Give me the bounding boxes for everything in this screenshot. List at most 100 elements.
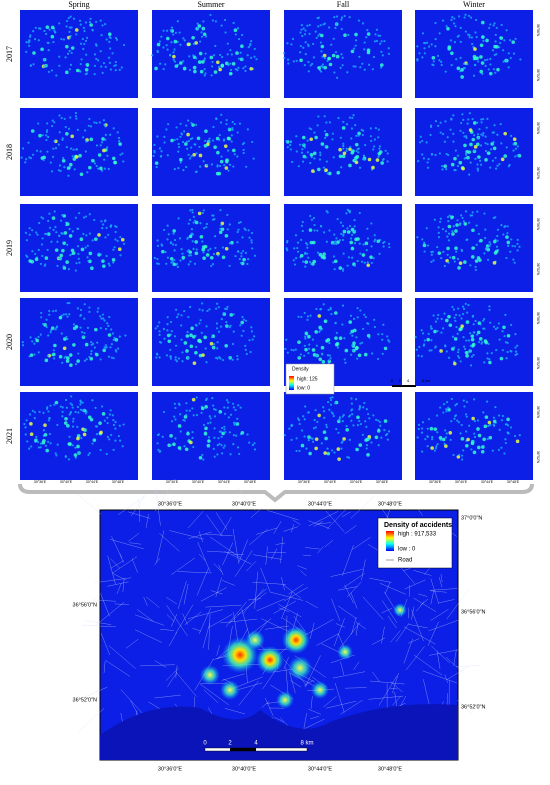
density-spot bbox=[38, 27, 40, 29]
density-spot bbox=[480, 144, 482, 146]
density-spot bbox=[97, 311, 99, 313]
density-spot bbox=[488, 241, 490, 243]
density-spot bbox=[91, 159, 95, 163]
density-spot bbox=[303, 355, 305, 357]
density-spot bbox=[227, 53, 229, 55]
density-spot bbox=[252, 338, 254, 340]
density-spot bbox=[359, 66, 361, 68]
density-spot bbox=[311, 63, 313, 65]
density-spot bbox=[187, 120, 189, 122]
density-spot bbox=[422, 332, 424, 334]
density-spot bbox=[77, 253, 79, 255]
density-spot bbox=[240, 44, 244, 48]
density-spot bbox=[430, 427, 434, 431]
density-spot bbox=[336, 77, 338, 79]
density-spot bbox=[363, 402, 365, 404]
density-spot bbox=[473, 47, 477, 51]
density-spot bbox=[41, 243, 43, 245]
density-spot bbox=[455, 223, 459, 227]
density-spot bbox=[242, 250, 244, 252]
density-spot bbox=[111, 52, 113, 54]
density-spot bbox=[320, 24, 322, 26]
density-spot bbox=[186, 334, 190, 338]
density-spot bbox=[304, 336, 306, 338]
density-spot bbox=[174, 418, 176, 420]
density-spot bbox=[34, 38, 36, 40]
density-spot bbox=[183, 67, 187, 71]
density-spot bbox=[477, 60, 479, 62]
density-spot bbox=[77, 129, 79, 131]
density-spot bbox=[424, 42, 426, 44]
density-spot bbox=[290, 43, 292, 45]
density-spot bbox=[481, 61, 485, 65]
density-spot bbox=[486, 127, 488, 129]
density-spot bbox=[322, 406, 324, 408]
density-spot bbox=[182, 419, 184, 421]
density-spot bbox=[362, 22, 364, 24]
density-spot bbox=[450, 420, 452, 422]
density-spot bbox=[81, 248, 85, 252]
density-spot bbox=[473, 433, 475, 435]
density-spot bbox=[314, 136, 318, 140]
density-spot bbox=[291, 424, 293, 426]
density-spot bbox=[166, 329, 168, 331]
density-spot bbox=[89, 21, 91, 23]
density-spot bbox=[324, 168, 328, 172]
density-spot bbox=[199, 166, 201, 168]
density-spot bbox=[474, 420, 476, 422]
density-spot bbox=[457, 67, 461, 71]
density-spot bbox=[505, 60, 507, 62]
density-spot bbox=[320, 50, 322, 52]
density-spot bbox=[206, 310, 208, 312]
density-spot bbox=[459, 432, 461, 434]
density-spot bbox=[312, 43, 314, 45]
density-spot bbox=[169, 434, 173, 438]
density-spot bbox=[175, 244, 177, 246]
density-spot bbox=[77, 352, 79, 354]
density-spot bbox=[221, 427, 223, 429]
density-spot bbox=[82, 402, 84, 404]
density-spot bbox=[190, 122, 192, 124]
density-spot bbox=[163, 136, 165, 138]
density-spot bbox=[514, 155, 516, 157]
density-spot bbox=[333, 233, 335, 235]
density-spot bbox=[28, 448, 30, 450]
density-spot bbox=[188, 55, 190, 57]
density-spot bbox=[79, 400, 81, 402]
density-spot bbox=[167, 316, 169, 318]
density-spot bbox=[37, 336, 39, 338]
density-spot bbox=[237, 358, 239, 360]
density-spot bbox=[229, 242, 231, 244]
density-spot bbox=[222, 255, 226, 259]
density-spot bbox=[471, 442, 475, 446]
density-spot bbox=[453, 308, 455, 310]
density-spot bbox=[496, 68, 500, 72]
density-spot bbox=[465, 339, 467, 341]
density-spot bbox=[104, 168, 106, 170]
density-spot bbox=[354, 33, 358, 37]
density-spot bbox=[367, 32, 371, 36]
density-spot bbox=[55, 454, 57, 456]
density-spot bbox=[242, 67, 244, 69]
density-spot bbox=[443, 164, 447, 168]
density-spot bbox=[217, 437, 219, 439]
density-spot bbox=[445, 153, 447, 155]
density-spot bbox=[95, 353, 99, 357]
density-spot bbox=[74, 168, 76, 170]
density-spot bbox=[66, 222, 70, 226]
density-spot bbox=[455, 314, 457, 316]
density-spot bbox=[376, 158, 380, 162]
density-spot bbox=[83, 332, 85, 334]
density-spot bbox=[73, 18, 75, 20]
density-spot bbox=[509, 164, 511, 166]
density-spot bbox=[431, 254, 433, 256]
density-spot bbox=[171, 420, 173, 422]
density-spot bbox=[504, 225, 506, 227]
density-spot bbox=[285, 140, 287, 142]
density-spot bbox=[503, 39, 505, 41]
density-spot bbox=[368, 64, 370, 66]
density-spot bbox=[463, 405, 465, 407]
density-spot bbox=[107, 422, 109, 424]
density-spot bbox=[175, 345, 177, 347]
density-spot bbox=[163, 411, 165, 413]
